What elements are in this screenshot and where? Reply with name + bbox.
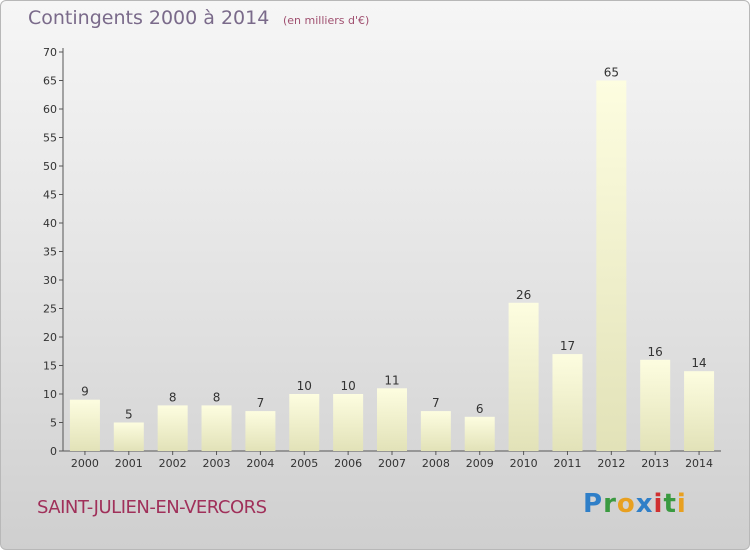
y-tick-label: 40 — [43, 217, 57, 230]
y-tick-label: 10 — [43, 388, 57, 401]
data-label: 14 — [691, 356, 706, 370]
chart-title: Contingents 2000 à 2014 — [28, 7, 270, 29]
bars — [69, 80, 715, 451]
y-tick-label: 15 — [43, 360, 57, 373]
bar — [157, 405, 188, 451]
x-tick-label: 2012 — [597, 457, 625, 470]
data-label: 7 — [432, 396, 440, 410]
data-label: 65 — [604, 66, 619, 80]
data-label: 10 — [297, 379, 312, 393]
x-tick-label: 2009 — [466, 457, 494, 470]
x-tick-label: 2006 — [334, 457, 362, 470]
y-tick-label: 25 — [43, 303, 57, 316]
bar — [596, 80, 627, 451]
bar — [245, 411, 276, 451]
bar — [684, 371, 715, 451]
logo-letter: x — [635, 489, 654, 519]
bar — [113, 422, 144, 451]
y-tick-label: 50 — [43, 160, 57, 173]
y-tick-label: 5 — [50, 417, 57, 430]
x-tick-label: 2007 — [378, 457, 406, 470]
data-label: 10 — [340, 379, 355, 393]
data-label: 8 — [169, 390, 177, 404]
x-tick-label: 2001 — [115, 457, 143, 470]
data-label: 6 — [476, 402, 484, 416]
bar — [420, 411, 451, 451]
bar — [333, 394, 364, 451]
y-tick-label: 45 — [43, 189, 57, 202]
bar — [464, 416, 495, 451]
y-tick-label: 65 — [43, 75, 57, 88]
bar — [201, 405, 232, 451]
x-tick-label: 2013 — [641, 457, 669, 470]
data-labels: 9 5 8 8 7 10 10 11 7 6 26 17 65 16 14 — [81, 66, 707, 422]
data-label: 26 — [516, 288, 531, 302]
data-label: 16 — [648, 345, 663, 359]
bar — [508, 302, 539, 451]
y-tick-label: 0 — [50, 445, 57, 458]
data-label: 8 — [213, 390, 221, 404]
y-tick-label: 30 — [43, 274, 57, 287]
data-label: 7 — [257, 396, 265, 410]
logo-letter: i — [676, 489, 687, 519]
x-tick-label: 2002 — [159, 457, 187, 470]
y-tick-label: 20 — [43, 331, 57, 344]
chart-subtitle: (en milliers d'€) — [283, 14, 370, 27]
data-label: 5 — [125, 408, 133, 422]
logo-letter: t — [663, 489, 677, 519]
bar — [640, 359, 671, 451]
bar — [69, 399, 100, 451]
x-tick-label: 2000 — [71, 457, 99, 470]
proxiti-logo: Proxiti — [583, 489, 687, 519]
y-tick-label: 70 — [43, 46, 57, 59]
x-tick-label: 2008 — [422, 457, 450, 470]
bar — [289, 394, 320, 451]
y-tick-label: 60 — [43, 103, 57, 116]
data-label: 11 — [384, 373, 399, 387]
logo-letter: o — [616, 489, 636, 519]
logo-letter: P — [583, 489, 604, 519]
x-tick-label: 2010 — [510, 457, 538, 470]
x-tick-label: 2005 — [290, 457, 318, 470]
x-tick-label: 2011 — [553, 457, 581, 470]
data-label: 17 — [560, 339, 575, 353]
logo-letter: r — [603, 489, 617, 519]
y-tick-label: 35 — [43, 246, 57, 259]
commune-name: SAINT-JULIEN-EN-VERCORS — [37, 497, 267, 518]
bar — [377, 388, 407, 451]
y-tick-label: 55 — [43, 132, 57, 145]
x-tick-label: 2003 — [203, 457, 231, 470]
x-tick-label: 2014 — [685, 457, 713, 470]
data-label: 9 — [81, 385, 89, 399]
logo-letter: i — [653, 489, 664, 519]
x-tick-label: 2004 — [246, 457, 274, 470]
bar — [552, 354, 583, 451]
